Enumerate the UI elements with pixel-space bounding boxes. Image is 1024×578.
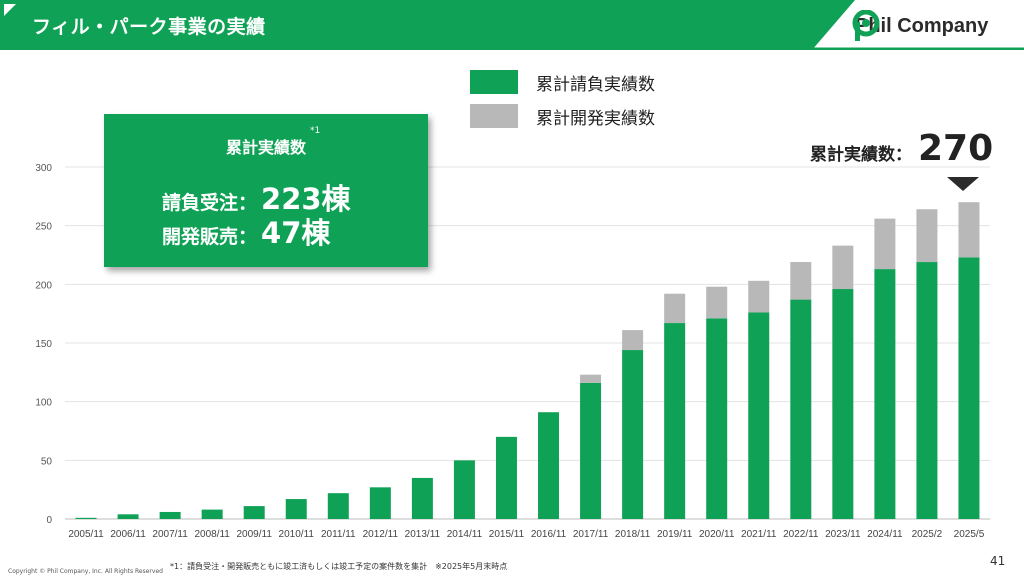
legend-swatch-contract — [470, 70, 518, 94]
bar-contract — [580, 382, 602, 519]
x-tick-label: 2008/11 — [194, 529, 230, 540]
summary-note: *1 — [310, 126, 321, 136]
bar-contract — [538, 412, 560, 519]
total-value: 270 — [918, 128, 994, 169]
x-tick-label: 2015/11 — [489, 529, 525, 540]
bar-develop — [958, 202, 980, 258]
company-logo: Phil Company — [851, 10, 988, 42]
bar-contract — [159, 511, 181, 519]
y-tick-label: 0 — [46, 515, 52, 526]
logo-name: Phil Company — [855, 14, 989, 37]
chart-legend: 累計請負実績数 累計開発実績数 — [470, 70, 655, 138]
x-tick-label: 2012/11 — [363, 529, 399, 540]
bar-contract — [748, 312, 770, 519]
legend-label-contract: 累計請負実績数 — [536, 74, 655, 95]
bar-contract — [285, 499, 307, 519]
bar-develop — [748, 280, 770, 313]
x-tick-label: 2017/11 — [573, 529, 609, 540]
bar-contract — [75, 517, 97, 519]
bar-develop — [664, 293, 686, 324]
legend-swatch-develop — [470, 104, 518, 128]
logo-mark-icon — [852, 10, 880, 41]
header-background — [0, 0, 1024, 50]
bar-contract — [622, 350, 644, 519]
x-tick-label: 2025/2 — [912, 529, 943, 540]
summary-contract-row: 請負受注： 223棟 — [162, 176, 351, 218]
x-tick-label: 2013/11 — [405, 529, 441, 540]
x-tick-label: 2007/11 — [152, 529, 188, 540]
x-tick-label: 2023/11 — [825, 529, 861, 540]
bar-contract — [495, 436, 517, 519]
bar-develop — [916, 209, 938, 263]
page-number: 41 — [990, 554, 1006, 568]
page-title: フィル・パーク事業の実績 — [32, 16, 266, 38]
x-tick-label: 2022/11 — [783, 529, 819, 540]
bar-contract — [790, 299, 812, 519]
bar-develop — [706, 286, 728, 319]
x-tick-label: 2005/11 — [68, 529, 104, 540]
y-tick-label: 150 — [35, 339, 52, 350]
bar-contract — [327, 493, 349, 519]
bar-contract — [243, 506, 265, 519]
bar-contract — [664, 323, 686, 519]
bar-contract — [874, 269, 896, 519]
summary-develop-row: 開発販売： 47棟 — [162, 210, 330, 252]
summary-box: 累計実績数 *1 請負受注： 223棟 開発販売： 47棟 — [104, 114, 428, 267]
bar-develop — [622, 330, 644, 351]
x-tick-label: 2025/5 — [954, 529, 985, 540]
x-tick-label: 2018/11 — [615, 529, 651, 540]
bar-develop — [832, 245, 854, 290]
footnote: *1：請負受注・開発販売ともに竣工済もしくは竣工予定の案件数を集計 ※2025年… — [170, 562, 508, 571]
bar-develop — [580, 374, 602, 383]
header-bar: フィル・パーク事業の実績 Phil Company — [0, 0, 1024, 50]
legend-item-contract: 累計請負実績数 — [470, 70, 655, 95]
summary-title: 累計実績数 — [225, 138, 306, 157]
y-tick-label: 250 — [35, 222, 52, 233]
bar-develop — [790, 262, 812, 300]
summary-develop-label: 開発販売： — [162, 226, 258, 248]
total-callout: 累計実績数： 270 — [810, 128, 993, 169]
bar-develop — [874, 218, 896, 270]
bar-contract — [832, 289, 854, 519]
x-tick-label: 2009/11 — [237, 529, 273, 540]
y-tick-label: 50 — [41, 456, 53, 467]
bar-contract — [916, 262, 938, 519]
copyright: Copyright © Phil Company, Inc. All Right… — [8, 568, 163, 575]
bar-contract — [201, 509, 223, 519]
y-tick-label: 100 — [35, 398, 52, 409]
summary-contract-value: 223棟 — [261, 182, 351, 216]
x-tick-label: 2020/11 — [699, 529, 735, 540]
x-tick-label: 2011/11 — [321, 529, 356, 540]
y-tick-label: 200 — [35, 280, 52, 291]
bar-contract — [117, 514, 139, 519]
x-tick-label: 2021/11 — [741, 529, 777, 540]
total-label: 累計実績数： — [810, 145, 912, 165]
x-tick-label: 2019/11 — [657, 529, 693, 540]
x-tick-label: 2014/11 — [447, 529, 483, 540]
bar-contract — [453, 460, 475, 519]
summary-develop-value: 47棟 — [261, 216, 331, 250]
x-tick-label: 2010/11 — [279, 529, 315, 540]
summary-contract-label: 請負受注： — [162, 192, 258, 214]
legend-label-develop: 累計開発実績数 — [536, 108, 655, 129]
x-tick-label: 2024/11 — [867, 529, 903, 540]
total-arrow-icon — [947, 177, 979, 191]
bar-contract — [411, 477, 433, 519]
bar-contract — [369, 487, 391, 519]
x-tick-label: 2016/11 — [531, 529, 567, 540]
bar-contract — [958, 257, 980, 519]
x-tick-label: 2006/11 — [110, 529, 146, 540]
bar-contract — [706, 318, 728, 519]
y-tick-label: 300 — [35, 163, 52, 174]
legend-item-develop: 累計開発実績数 — [470, 104, 655, 129]
